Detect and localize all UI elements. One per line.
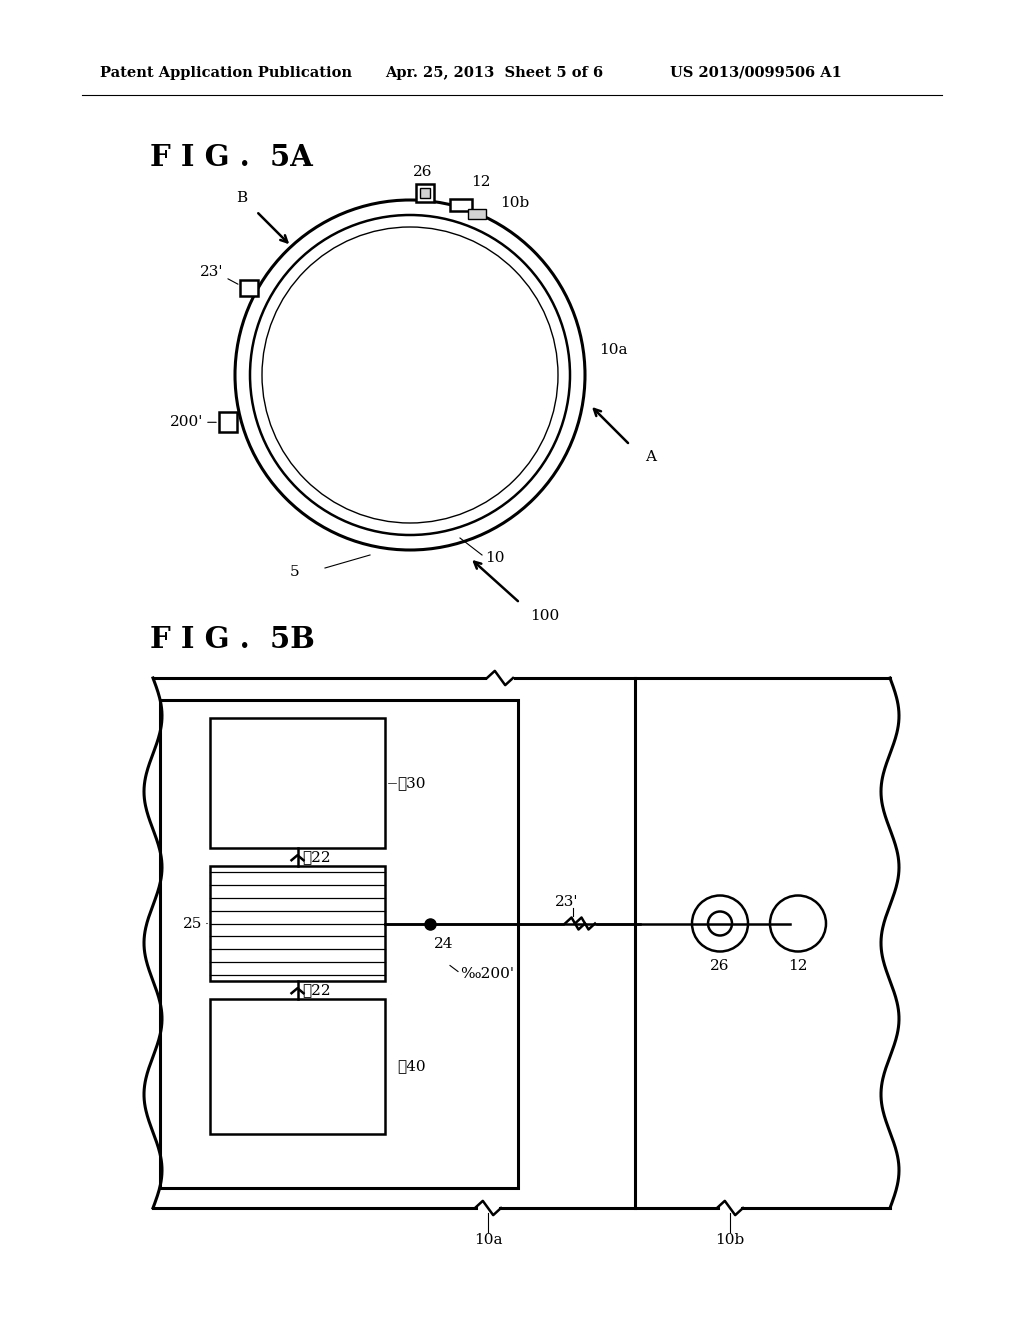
Text: Patent Application Publication: Patent Application Publication <box>100 66 352 81</box>
Text: 200': 200' <box>170 416 203 429</box>
Text: ‰200': ‰200' <box>460 966 514 981</box>
Text: Apr. 25, 2013  Sheet 5 of 6: Apr. 25, 2013 Sheet 5 of 6 <box>385 66 603 81</box>
Text: 23': 23' <box>555 895 579 908</box>
Text: 12: 12 <box>471 176 490 189</box>
Text: 10: 10 <box>485 550 505 565</box>
Circle shape <box>770 895 826 952</box>
Text: ∰22: ∰22 <box>302 983 331 997</box>
Text: 26: 26 <box>711 958 730 973</box>
Text: B: B <box>236 191 247 205</box>
Text: 10b: 10b <box>500 195 529 210</box>
Text: 5: 5 <box>290 565 300 579</box>
Circle shape <box>692 895 748 952</box>
Text: ∰40: ∰40 <box>397 1060 426 1073</box>
Bar <box>420 187 430 198</box>
Text: F I G .  5A: F I G . 5A <box>150 144 313 173</box>
Text: 12: 12 <box>788 958 808 973</box>
Text: 10a: 10a <box>474 1233 502 1247</box>
Text: 100: 100 <box>530 609 559 623</box>
Text: 24: 24 <box>434 936 454 950</box>
Bar <box>468 209 485 219</box>
Text: F I G .  5B: F I G . 5B <box>150 626 314 655</box>
Bar <box>210 718 385 847</box>
Text: 25: 25 <box>182 916 202 931</box>
Bar <box>210 866 385 981</box>
Text: 26: 26 <box>414 165 433 180</box>
Text: 10a: 10a <box>599 343 628 356</box>
Circle shape <box>708 912 732 936</box>
Text: ∰22: ∰22 <box>302 850 331 865</box>
Text: A: A <box>645 450 656 465</box>
Bar <box>219 412 237 432</box>
Text: ∰30: ∰30 <box>397 776 426 789</box>
Bar <box>241 280 258 296</box>
Text: 10b: 10b <box>716 1233 744 1247</box>
Bar <box>450 199 472 211</box>
Text: US 2013/0099506 A1: US 2013/0099506 A1 <box>670 66 842 81</box>
Bar <box>210 999 385 1134</box>
Text: 23': 23' <box>200 265 223 280</box>
Bar <box>160 700 518 1188</box>
Bar <box>416 183 434 202</box>
